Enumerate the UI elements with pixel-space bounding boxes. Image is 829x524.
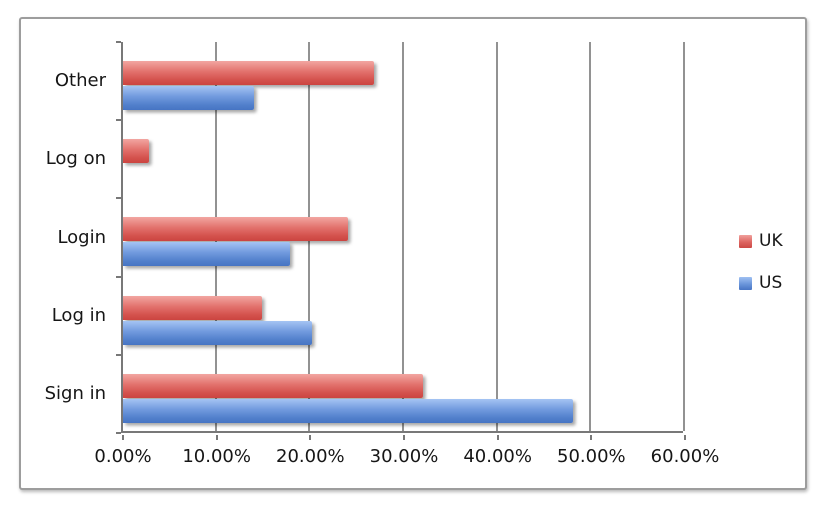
bar-us-other xyxy=(123,86,255,110)
category-label-login: Login xyxy=(57,226,106,248)
legend-swatch-uk xyxy=(739,234,752,248)
legend-label-uk: UK xyxy=(759,231,783,251)
y-axis-tick xyxy=(116,197,121,200)
legend-label-us: US xyxy=(759,273,783,293)
x-tick-label-20.00%: 20.00% xyxy=(276,446,345,467)
chart-frame: Other Log on Login Log in Sign in 0.00% 10.00%… xyxy=(19,17,807,490)
category-label-log-in: Log in xyxy=(51,304,106,326)
gridline-60.00% xyxy=(683,42,685,431)
bar-uk-login xyxy=(123,217,348,242)
x-axis-tick xyxy=(590,435,593,440)
x-tick-label-40.00%: 40.00% xyxy=(463,446,532,467)
y-axis-tick xyxy=(116,432,121,434)
x-axis-tick xyxy=(122,435,124,440)
bar-us-log-in xyxy=(123,320,313,345)
x-tick-label-0.00%: 0.00% xyxy=(94,446,152,467)
legend-swatch-us xyxy=(739,276,752,290)
bar-uk-sign-in xyxy=(123,373,423,398)
bar-uk-other xyxy=(123,61,375,85)
y-axis-tick xyxy=(116,275,121,278)
y-axis-tick xyxy=(116,119,121,122)
legend-item-uk: UK xyxy=(739,231,783,251)
legend: UK US xyxy=(739,231,783,315)
y-axis-tick xyxy=(116,353,121,356)
bar-us-sign-in xyxy=(123,398,573,423)
bar-uk-log-in xyxy=(123,295,262,320)
category-label-other: Other xyxy=(54,70,106,92)
gridline-50.00% xyxy=(589,42,592,431)
x-axis-tick xyxy=(309,435,312,440)
x-tick-label-30.00%: 30.00% xyxy=(369,446,439,467)
x-axis-tick xyxy=(684,435,686,440)
category-label-log-on: Log on xyxy=(45,148,106,170)
category-label-sign-in: Sign in xyxy=(44,382,106,404)
x-axis-tick xyxy=(215,435,218,440)
bar-us-login xyxy=(123,242,290,267)
gridline-30.00% xyxy=(402,42,404,431)
legend-item-us: US xyxy=(739,273,783,293)
y-axis-tick xyxy=(116,41,121,43)
x-axis-tick xyxy=(403,435,405,440)
x-axis-tick xyxy=(496,435,499,440)
gridline-40.00% xyxy=(495,42,498,431)
x-tick-label-10.00%: 10.00% xyxy=(182,446,251,467)
x-tick-label-60.00%: 60.00% xyxy=(650,446,720,467)
plot-area xyxy=(121,42,685,433)
x-tick-label-50.00%: 50.00% xyxy=(557,446,626,467)
bar-uk-log-on xyxy=(123,139,150,164)
